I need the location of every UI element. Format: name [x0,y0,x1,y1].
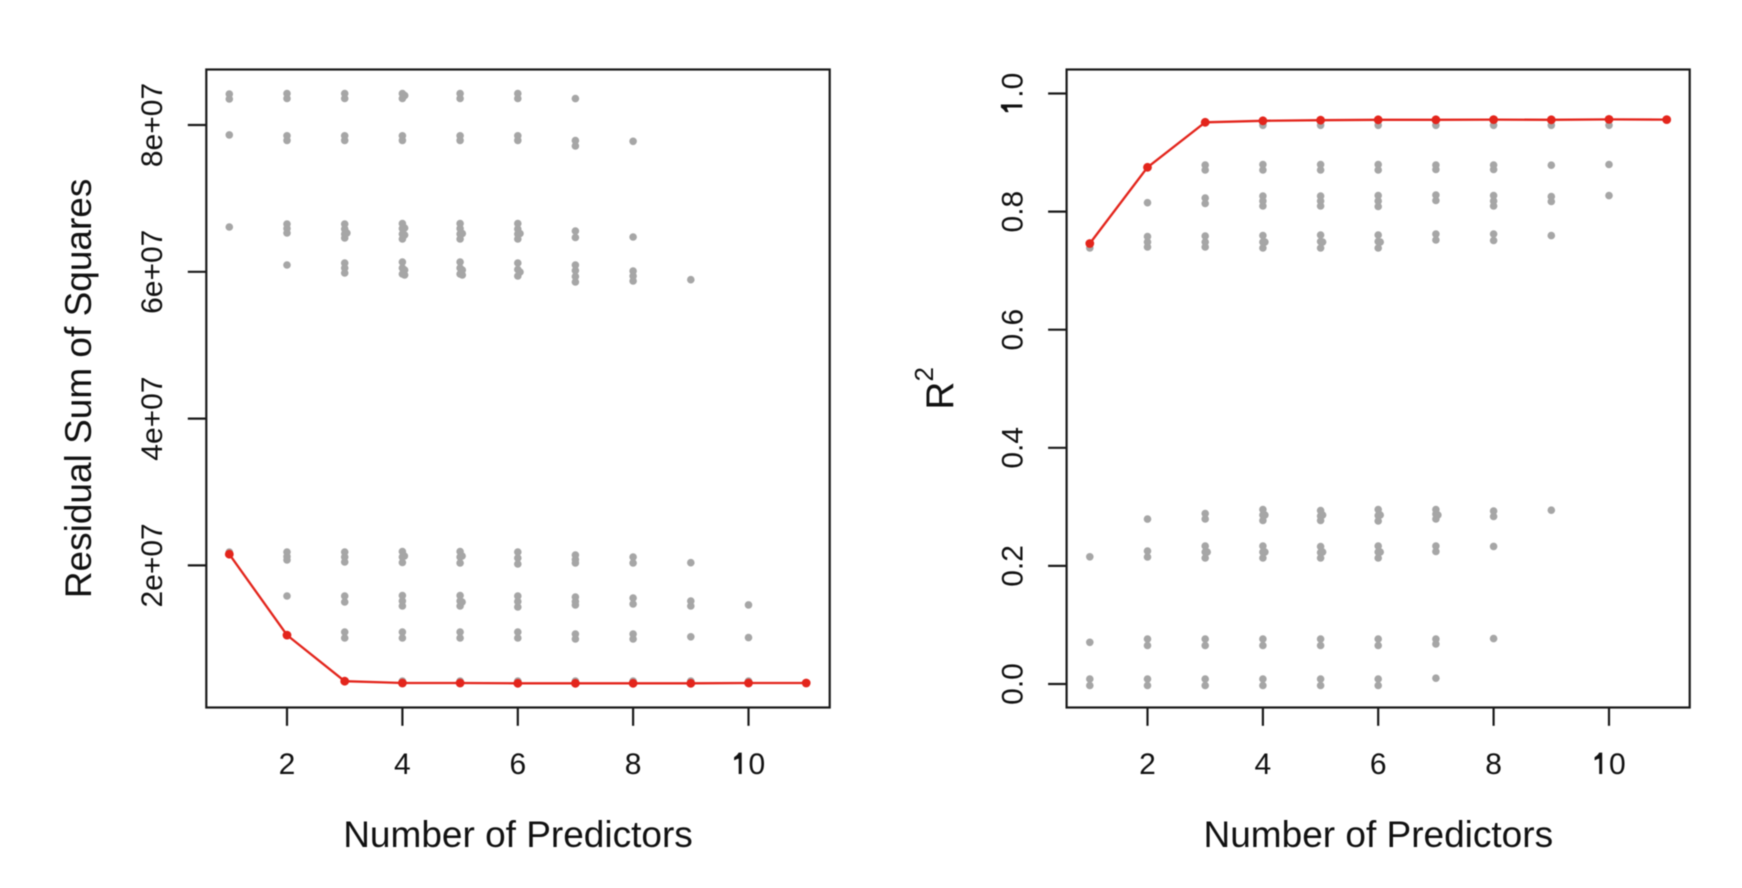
svg-text:8: 8 [1485,748,1502,781]
svg-text:0.4: 0.4 [996,427,1029,469]
svg-text:Number of Predictors: Number of Predictors [343,814,693,855]
svg-text:2: 2 [279,748,296,781]
svg-text:8: 8 [625,748,642,781]
svg-text:2: 2 [1139,748,1156,781]
svg-text:6e+07: 6e+07 [136,230,169,314]
svg-text:0.0: 0.0 [996,663,1029,705]
svg-text:Number of Predictors: Number of Predictors [1204,814,1554,855]
svg-text:4e+07: 4e+07 [136,376,169,460]
svg-text:4: 4 [394,748,411,781]
svg-text:0: 0 [1609,748,1626,781]
svg-text:0.6: 0.6 [996,309,1029,351]
svg-text:0.2: 0.2 [996,545,1029,587]
svg-text:Residual Sum of Squares: Residual Sum of Squares [58,179,99,599]
svg-text:0.8: 0.8 [996,191,1029,233]
svg-text:6: 6 [1370,748,1387,781]
svg-text:R2: R2 [909,367,962,410]
svg-text:.0: .0 [996,73,1029,98]
svg-text:6: 6 [509,748,526,781]
svg-text:8e+07: 8e+07 [136,83,169,167]
svg-text:0: 0 [749,748,766,781]
svg-text:4: 4 [1255,748,1272,781]
svg-text:2e+07: 2e+07 [136,523,169,607]
